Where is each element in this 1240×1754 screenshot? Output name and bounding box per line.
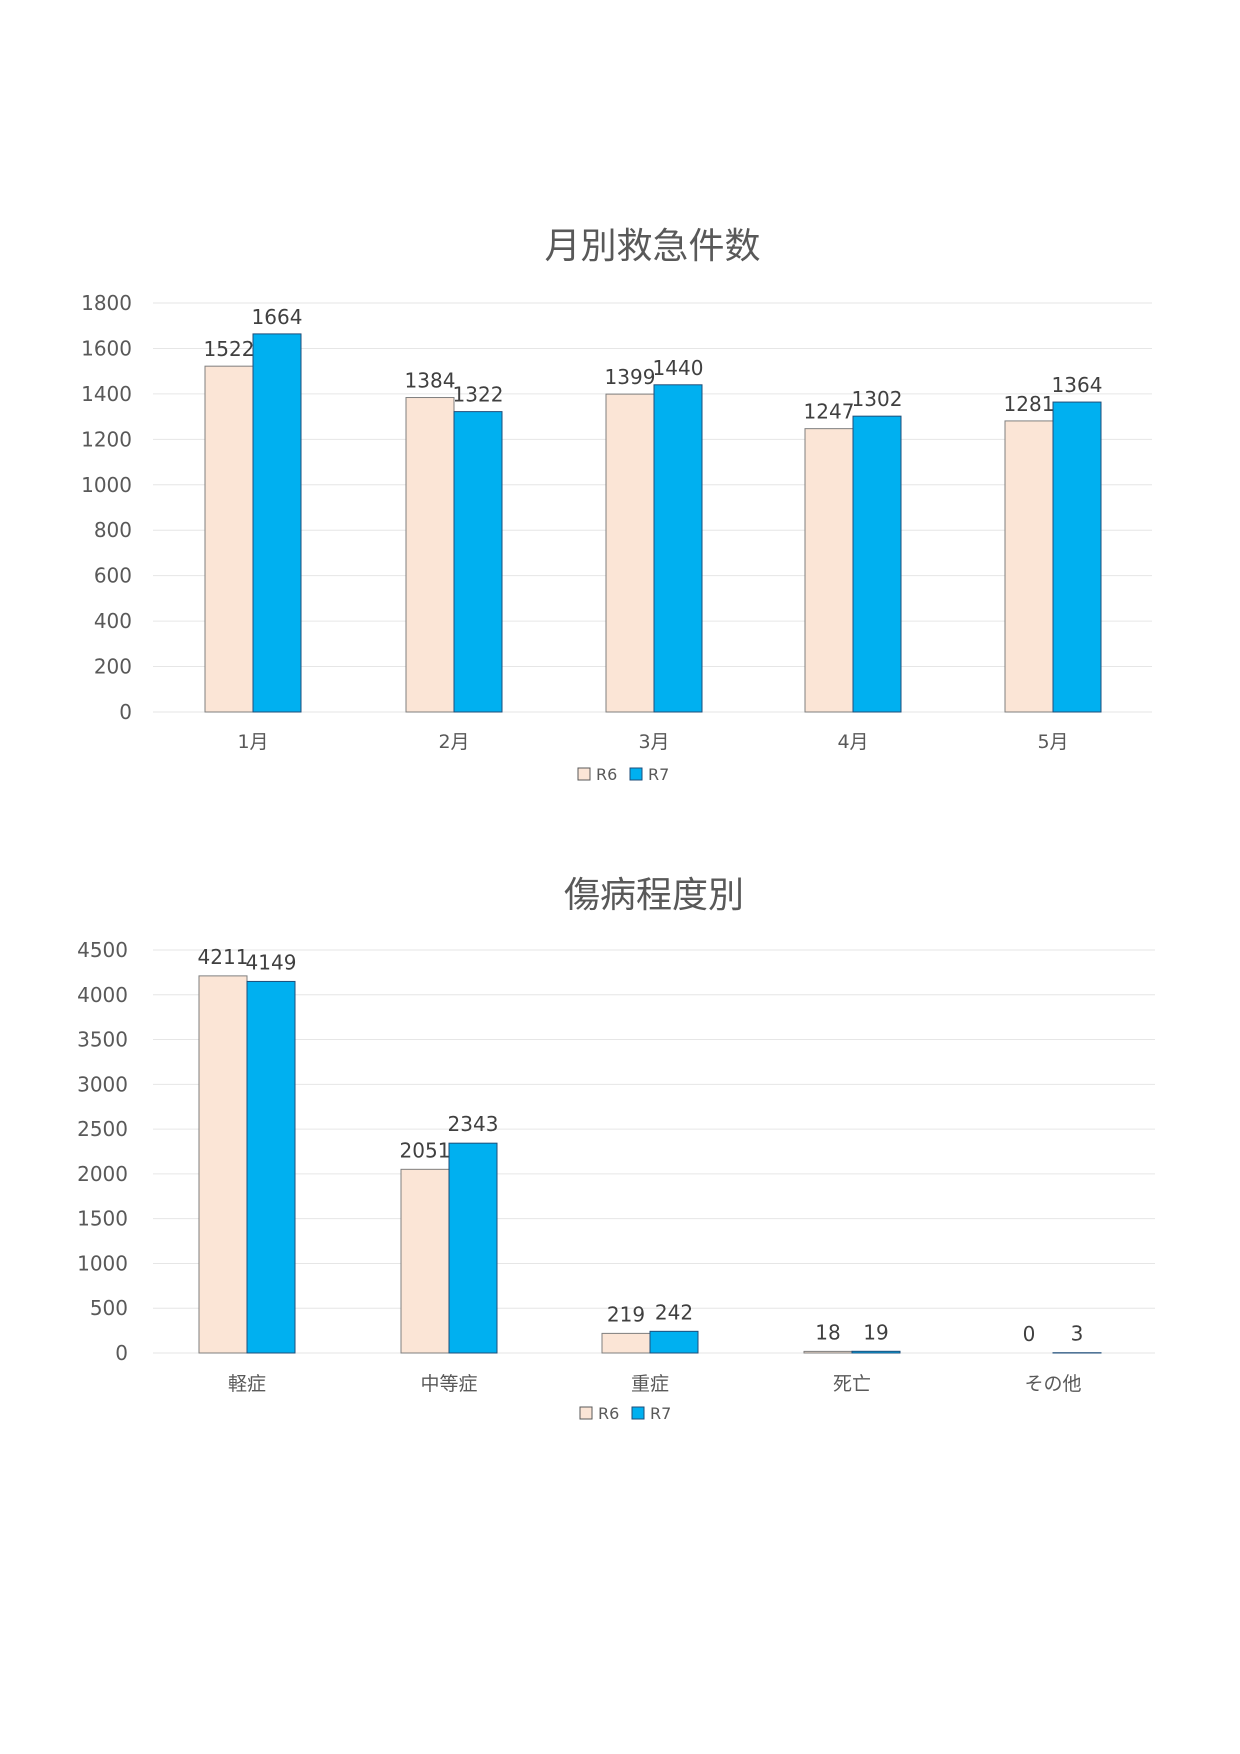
chart2-title: 傷病程度別 bbox=[564, 875, 744, 916]
chart1-bar-r7 bbox=[852, 415, 902, 713]
chart2-legend-swatch-r7 bbox=[631, 1406, 645, 1420]
chart1-y-tick-label: 200 bbox=[94, 655, 132, 679]
chart2-data-label: 4149 bbox=[246, 950, 297, 974]
chart1-bar-r6 bbox=[605, 393, 655, 713]
chart1-x-tick-label: 4月 bbox=[837, 731, 868, 753]
chart2-x-tick-label: 中等症 bbox=[420, 1373, 477, 1395]
chart2-bar-r7 bbox=[649, 1330, 699, 1354]
chart2-y-tick-label: 1000 bbox=[77, 1251, 128, 1275]
chart1-bar-r6 bbox=[1004, 420, 1054, 713]
chart1-y-tick-label: 1800 bbox=[81, 291, 132, 315]
chart1-y-tick-label: 1600 bbox=[81, 336, 132, 360]
chart2-legend-swatch-r6 bbox=[579, 1406, 593, 1420]
chart1-bar-r6 bbox=[804, 428, 854, 713]
chart2-bar-r6 bbox=[803, 1350, 853, 1354]
chart2-y-tick-label: 2000 bbox=[77, 1162, 128, 1186]
chart1-bar-r6 bbox=[204, 365, 254, 713]
chart1-bar-r7 bbox=[653, 384, 703, 713]
chart1-legend-swatch-r7 bbox=[629, 767, 643, 781]
chart1-data-label: 1399 bbox=[605, 365, 656, 389]
chart2-y-tick-label: 4000 bbox=[77, 983, 128, 1007]
chart2-x-tick-label: 死亡 bbox=[833, 1373, 871, 1395]
chart2-x-tick-label: 重症 bbox=[631, 1373, 669, 1395]
chart2-y-tick-label: 0 bbox=[115, 1341, 128, 1365]
chart2-x-tick-label: 軽症 bbox=[228, 1373, 266, 1395]
chart2-bar-r6 bbox=[400, 1168, 450, 1354]
chart2-y-tick-label: 3000 bbox=[77, 1072, 128, 1096]
chart2-data-label: 2051 bbox=[400, 1138, 451, 1162]
chart1-data-label: 1302 bbox=[852, 387, 903, 411]
chart1-x-tick-label: 1月 bbox=[237, 731, 268, 753]
chart1-legend-swatch-r6 bbox=[577, 767, 591, 781]
chart1-y-tick-label: 400 bbox=[94, 609, 132, 633]
chart2-bar-r6 bbox=[198, 975, 248, 1354]
chart2-legend-label-r6: R6 bbox=[598, 1404, 619, 1423]
chart1-data-label: 1322 bbox=[453, 383, 504, 407]
chart2-bar-r7 bbox=[851, 1350, 901, 1354]
chart1-title: 月別救急件数 bbox=[544, 226, 760, 267]
chart2-data-label: 219 bbox=[607, 1302, 645, 1326]
chart2-y-tick-label: 4500 bbox=[77, 938, 128, 962]
chart2-legend-label-r7: R7 bbox=[650, 1404, 671, 1423]
chart2-bar-r7 bbox=[448, 1142, 498, 1354]
chart2-bar-r6 bbox=[601, 1332, 651, 1354]
chart1-data-label: 1384 bbox=[405, 369, 456, 393]
chart1-bar-r7 bbox=[453, 411, 503, 713]
chart1-y-tick-label: 1400 bbox=[81, 382, 132, 406]
chart2-data-label: 0 bbox=[1023, 1322, 1036, 1346]
chart2-y-tick-label: 500 bbox=[90, 1296, 128, 1320]
chart1-legend-label-r6: R6 bbox=[596, 765, 617, 784]
chart1-y-tick-label: 800 bbox=[94, 518, 132, 542]
chart1-data-label: 1281 bbox=[1004, 392, 1055, 416]
chart1-data-label: 1247 bbox=[804, 400, 855, 424]
chart2-bar-r7 bbox=[246, 980, 296, 1354]
chart1-bar-r6 bbox=[405, 397, 455, 713]
chart1-data-label: 1440 bbox=[653, 356, 704, 380]
chart1-x-tick-label: 3月 bbox=[638, 731, 669, 753]
chart1-bar-r7 bbox=[1052, 401, 1102, 713]
chart2-data-label: 19 bbox=[863, 1320, 888, 1344]
chart2-data-label: 4211 bbox=[198, 945, 249, 969]
chart1-x-tick-label: 5月 bbox=[1037, 731, 1068, 753]
chart2-y-tick-label: 1500 bbox=[77, 1207, 128, 1231]
chart1-y-tick-label: 1200 bbox=[81, 427, 132, 451]
chart1-y-tick-label: 600 bbox=[94, 564, 132, 588]
chart2-y-tick-label: 3500 bbox=[77, 1028, 128, 1052]
chart2-data-label: 242 bbox=[655, 1300, 693, 1324]
chart1-y-tick-label: 1000 bbox=[81, 473, 132, 497]
chart1-data-label: 1522 bbox=[204, 337, 255, 361]
chart1-data-label: 1364 bbox=[1052, 373, 1103, 397]
chart2-x-tick-label: その他 bbox=[1024, 1373, 1081, 1395]
chart1-x-tick-label: 2月 bbox=[438, 731, 469, 753]
chart1-y-tick-label: 0 bbox=[119, 700, 132, 724]
chart1-legend-label-r7: R7 bbox=[648, 765, 669, 784]
chart1-data-label: 1664 bbox=[252, 305, 303, 329]
chart1-bar-r7 bbox=[252, 333, 302, 713]
chart2-y-tick-label: 2500 bbox=[77, 1117, 128, 1141]
chart2-data-label: 3 bbox=[1071, 1322, 1084, 1346]
chart2-data-label: 18 bbox=[815, 1320, 840, 1344]
chart2-data-label: 2343 bbox=[448, 1112, 499, 1136]
